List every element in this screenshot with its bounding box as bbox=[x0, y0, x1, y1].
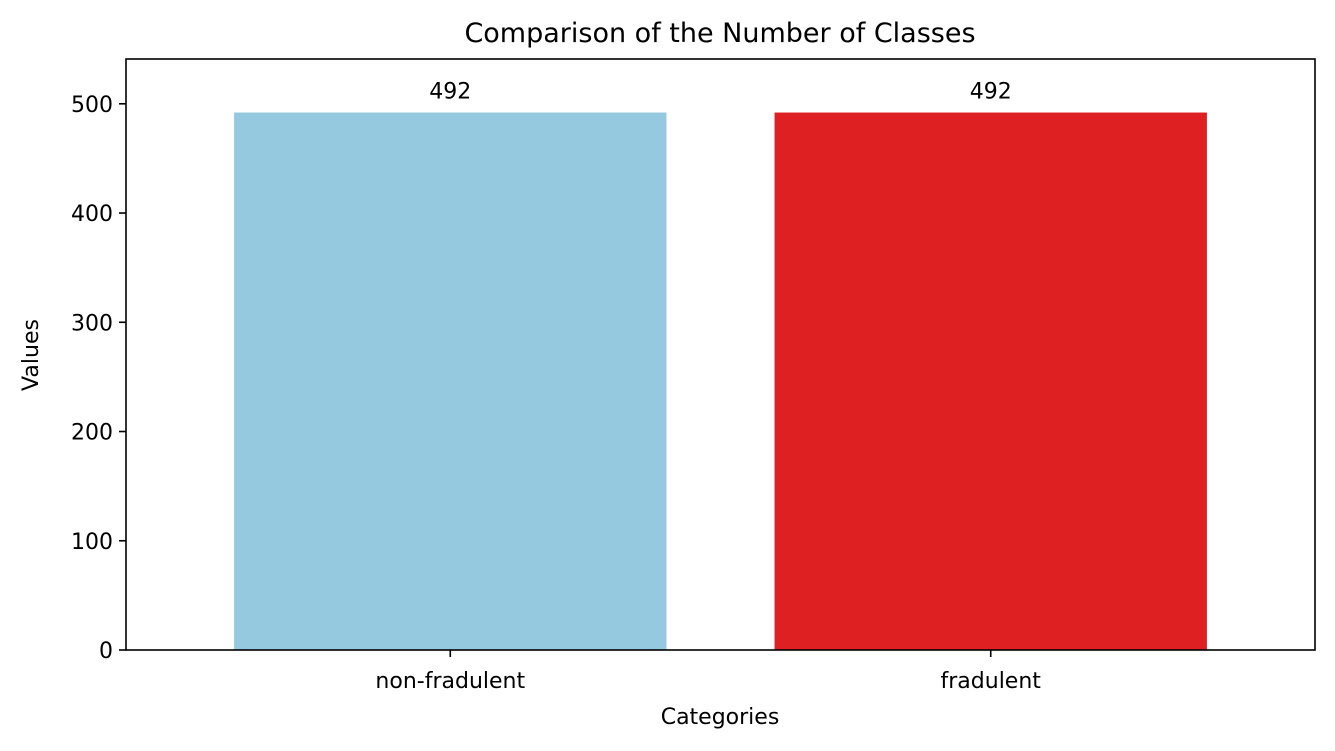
plot-frame bbox=[125, 58, 1316, 651]
x-tick-label-fradulent: fradulent bbox=[941, 669, 1042, 694]
y-tick-label: 400 bbox=[71, 202, 113, 227]
x-axis-label: Categories bbox=[661, 705, 780, 730]
x-axis-ticks: non-fradulent fradulent bbox=[375, 650, 1041, 694]
data-labels-group: 492 492 bbox=[429, 80, 1011, 105]
bar-fradulent bbox=[774, 112, 1207, 651]
bars-group bbox=[234, 112, 1207, 651]
y-tick-label: 300 bbox=[71, 311, 113, 336]
data-label-non-fradulent: 492 bbox=[429, 80, 471, 105]
y-tick-label: 200 bbox=[71, 421, 113, 446]
y-tick-label: 0 bbox=[99, 639, 113, 664]
y-axis-ticks: 0 100 200 300 400 500 bbox=[71, 93, 126, 664]
y-axis-label: Values bbox=[19, 319, 44, 391]
y-tick-label: 500 bbox=[71, 93, 113, 118]
y-tick-label: 100 bbox=[71, 530, 113, 555]
bar-non-fradulent bbox=[234, 112, 667, 651]
data-label-fradulent: 492 bbox=[970, 80, 1012, 105]
chart-title: Comparison of the Number of Classes bbox=[464, 18, 975, 49]
x-tick-label-non-fradulent: non-fradulent bbox=[375, 669, 525, 694]
